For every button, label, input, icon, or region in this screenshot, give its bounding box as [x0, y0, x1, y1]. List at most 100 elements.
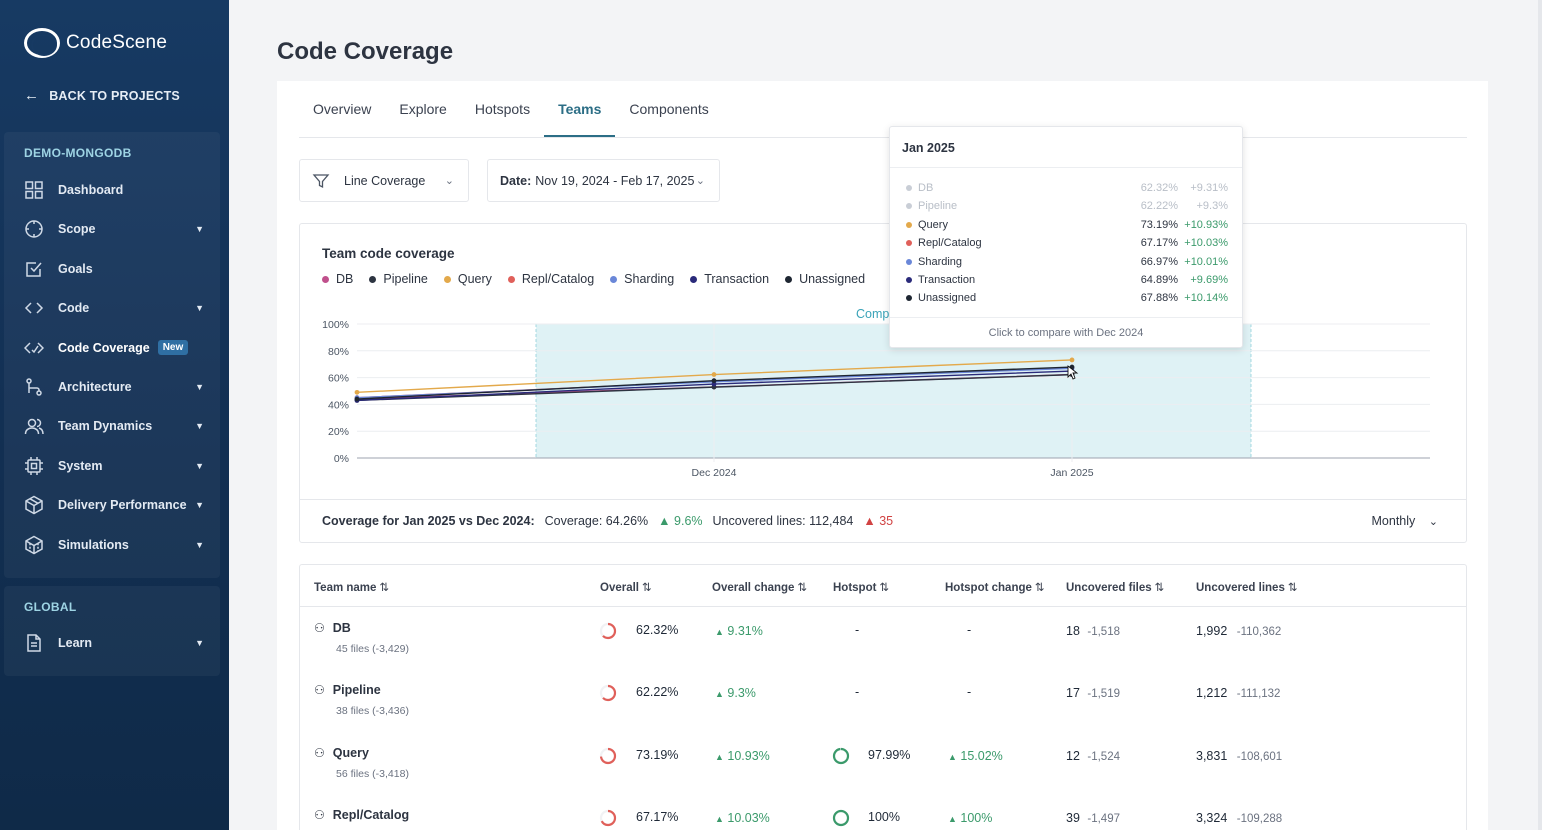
legend-item-transaction[interactable]: Transaction: [690, 272, 769, 286]
overall-value: 62.32%: [636, 623, 679, 637]
uncovered-files-delta: -1,497: [1087, 812, 1120, 825]
tab-hotspots[interactable]: Hotspots: [474, 101, 531, 117]
overall-change-value: 9.31%: [727, 624, 763, 638]
column-header-team-name[interactable]: Team name ⇅: [314, 580, 389, 594]
hotspot-value: 100%: [868, 809, 900, 824]
overall-ring: [598, 621, 618, 644]
legend-item-pipeline[interactable]: Pipeline: [369, 272, 428, 286]
back-to-projects-link[interactable]: ← BACK TO PROJECTS: [24, 87, 180, 104]
legend-item-unassigned[interactable]: Unassigned: [785, 272, 865, 286]
team-name[interactable]: ⚇ DB: [314, 621, 409, 635]
chevron-down-icon: ▼: [195, 224, 204, 235]
overall-ring: [598, 683, 618, 706]
tooltip-series-change: +9.31%: [1190, 182, 1228, 194]
sidebar-item-system[interactable]: System ▼: [24, 451, 204, 481]
cube-icon: [24, 535, 44, 555]
column-header-label: Team name: [314, 582, 377, 594]
data-point-query: [1069, 357, 1075, 363]
data-point-query: [354, 389, 360, 395]
sidebar-item-code[interactable]: Code ▼: [24, 293, 204, 323]
main-card: Overview Explore Hotspots Teams Components L…: [277, 81, 1488, 830]
sidebar-item-architecture[interactable]: Architecture ▼: [24, 372, 204, 402]
date-label: Date:: [500, 173, 532, 188]
uncovered-lines: 3,324 -109,288: [1196, 811, 1282, 825]
legend-item-db[interactable]: DB: [322, 272, 353, 286]
team-name[interactable]: ⚇ Query: [314, 746, 409, 760]
sidebar-item-goals[interactable]: Goals: [24, 254, 204, 284]
sidebar-item-learn[interactable]: Learn ▼: [24, 628, 204, 658]
tooltip-series-name: Sharding: [918, 255, 963, 268]
team-name[interactable]: ⚇ Repl/Catalog: [314, 808, 409, 822]
sidebar-item-team-dynamics[interactable]: Team Dynamics ▼: [24, 411, 204, 441]
overall-change-value: 10.03%: [727, 810, 770, 825]
scope-icon: [24, 219, 44, 239]
tab-explore[interactable]: Explore: [399, 101, 447, 117]
series-dot: [906, 295, 912, 302]
sidebar-item-label: Architecture: [58, 380, 132, 394]
column-header-overall[interactable]: Overall ⇅: [600, 580, 652, 594]
table-row[interactable]: ⚇ DB 45 files (-3,429) 62.32% ▲ 9.31% - - 18 -1…: [300, 615, 1466, 677]
column-header-label: Hotspot: [833, 582, 877, 594]
period-select[interactable]: Monthly ⌄: [1372, 514, 1438, 528]
tooltip-series-name: Query: [918, 218, 948, 231]
coverage-icon: [24, 338, 44, 358]
sidebar-item-dashboard[interactable]: Dashboard: [24, 175, 204, 205]
legend-dot: [507, 275, 515, 283]
coverage-ring-icon: [832, 747, 850, 764]
box-icon: [24, 495, 44, 515]
logo[interactable]: CodeScene: [24, 28, 167, 58]
coverage-type-select[interactable]: Line Coverage ⌄: [299, 159, 469, 202]
table-row[interactable]: ⚇ Pipeline 38 files (-3,436) 62.22% ▲ 9.3% - -…: [300, 677, 1466, 739]
uncovered-lines-value: 3,324: [1196, 810, 1228, 825]
data-point-query: [711, 372, 717, 377]
hotspot-change-value: -: [967, 623, 972, 637]
column-header-hotspot[interactable]: Hotspot ⇅: [833, 580, 889, 594]
column-header-overall-change[interactable]: Overall change ⇅: [712, 580, 807, 594]
legend-item-repl-catalog[interactable]: Repl/Catalog: [507, 272, 594, 286]
table-row[interactable]: ⚇ Query 56 files (-3,418) 73.19% ▲ 10.93% 97.…: [300, 740, 1466, 802]
tooltip-footer[interactable]: Click to compare with Dec 2024: [988, 327, 1144, 339]
sidebar-item-scope[interactable]: Scope ▼: [24, 214, 204, 244]
chart-tooltip[interactable]: Jan 2025 DB 62.32% +9.31% Pipeline 62.22% +9.…: [889, 126, 1243, 348]
uncovered-lines: 3,831 -108,601: [1196, 749, 1282, 763]
overall-value: 67.17%: [636, 809, 679, 824]
team-icon: [24, 416, 44, 436]
tab-components[interactable]: Components: [629, 101, 709, 117]
coverage-type-value: Line Coverage: [344, 173, 426, 188]
sidebar-item-delivery-performance[interactable]: Delivery Performance ▼: [24, 490, 204, 520]
scrollbar[interactable]: [1538, 0, 1542, 830]
new-badge: New: [157, 340, 189, 356]
tooltip-series-value: 67.17%: [1140, 237, 1178, 250]
column-header-uncovered-files[interactable]: Uncovered files ⇅: [1066, 580, 1164, 594]
document-icon: [24, 633, 44, 653]
summary-label: Coverage for Jan 2025 vs Dec 2024:: [322, 514, 535, 528]
logo-text: CodeScene: [66, 32, 168, 53]
tab-teams[interactable]: Teams: [544, 81, 616, 137]
legend-item-query[interactable]: Query: [443, 272, 492, 286]
column-header-hotspot-change[interactable]: Hotspot change ⇅: [945, 580, 1045, 594]
legend-item-sharding[interactable]: Sharding: [610, 272, 674, 286]
column-header-uncovered-lines[interactable]: Uncovered lines ⇅: [1196, 580, 1297, 594]
sidebar-item-label: Code: [58, 301, 90, 316]
chart-legend: DB Pipeline Query Repl/Catalog Sharding Trans…: [322, 272, 865, 286]
column-header-label: Uncovered lines: [1196, 582, 1285, 594]
data-point-unassigned: [711, 378, 717, 384]
global-title: GLOBAL: [24, 600, 77, 614]
sidebar-item-code-coverage[interactable]: Code Coverage New: [24, 333, 204, 363]
uncovered-files-value: 17: [1066, 686, 1080, 701]
overall-value: 73.19%: [636, 747, 679, 762]
table-row[interactable]: ⚇ Repl/Catalog 67.17% ▲ 10.03% 100% ▲ 100% 39 …: [300, 802, 1466, 830]
back-label: BACK TO PROJECTS: [49, 88, 180, 103]
sidebar-item-label: Delivery Performance: [58, 498, 187, 513]
coverage-line-chart[interactable]: Comp 0% 20% 40% 60% 80% 100% Dec 2024 Jan 2025: [300, 304, 1466, 489]
tooltip-series-change: +9.3%: [1196, 200, 1229, 213]
project-name: DEMO-MONGODB: [24, 146, 132, 160]
uncovered-lines-delta: -108,601: [1236, 750, 1283, 763]
y-tick-label: 0%: [334, 453, 349, 465]
date-range-select[interactable]: Date: Nov 19, 2024 - Feb 17, 2025 ⌄: [487, 159, 720, 202]
team-icon: ⚇: [314, 745, 325, 760]
summary-coverage: Coverage: 64.26%: [544, 514, 649, 528]
tab-overview[interactable]: Overview: [313, 101, 372, 117]
sidebar-item-simulations[interactable]: Simulations ▼: [24, 530, 204, 560]
team-name[interactable]: ⚇ Pipeline: [314, 683, 409, 697]
